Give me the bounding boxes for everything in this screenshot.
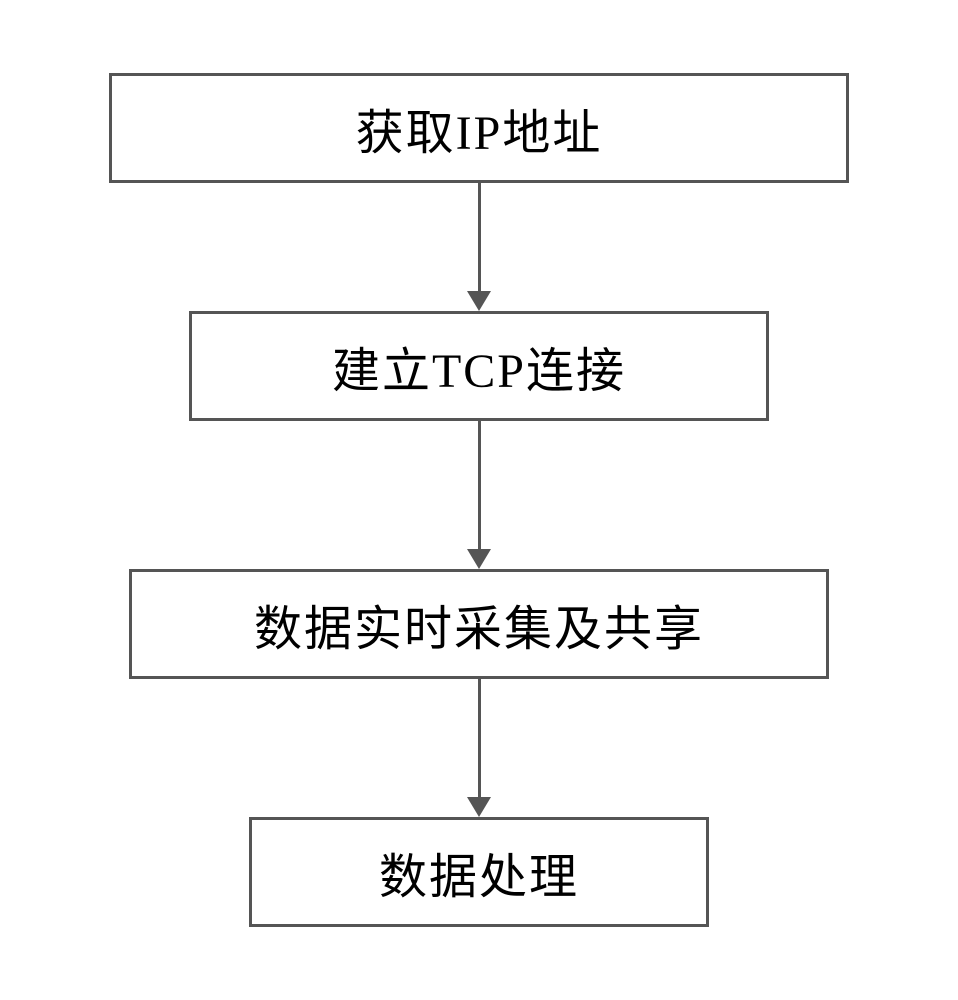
flowchart-step-4: 数据处理 [249,817,709,927]
step-label: 数据处理 [379,837,579,907]
arrow-1 [467,183,491,311]
flowchart-container: 获取IP地址 建立TCP连接 数据实时采集及共享 数据处理 [109,73,849,927]
arrow-line [478,183,481,293]
step-label: 获取IP地址 [356,93,603,163]
flowchart-step-1: 获取IP地址 [109,73,849,183]
arrow-head-icon [467,549,491,569]
step-label: 数据实时采集及共享 [254,589,704,659]
step-label: 建立TCP连接 [332,331,626,401]
flowchart-step-3: 数据实时采集及共享 [129,569,829,679]
arrow-2 [467,421,491,569]
flowchart-step-2: 建立TCP连接 [189,311,769,421]
arrow-head-icon [467,797,491,817]
arrow-3 [467,679,491,817]
arrow-line [478,679,481,799]
arrow-head-icon [467,291,491,311]
arrow-line [478,421,481,551]
